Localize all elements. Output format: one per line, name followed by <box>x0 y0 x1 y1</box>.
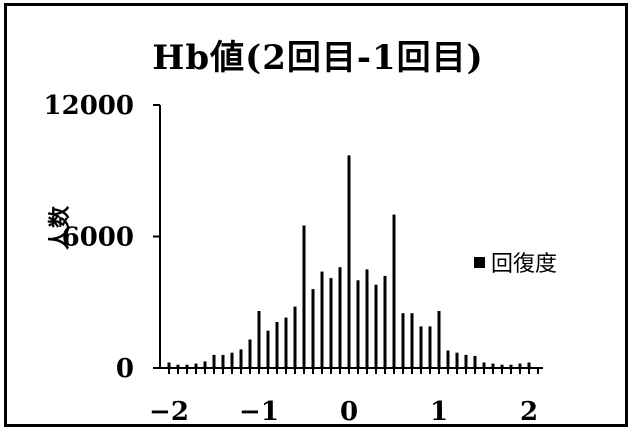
bar <box>266 330 270 368</box>
bar <box>338 267 342 368</box>
bar <box>347 155 351 368</box>
x-tick-label: −1 <box>239 397 279 427</box>
bar <box>374 284 378 368</box>
bar <box>185 364 189 368</box>
legend-label: 回復度 <box>491 252 558 277</box>
bar <box>194 363 198 368</box>
bar <box>248 339 252 368</box>
bar <box>203 361 207 368</box>
y-tick-label: 6000 <box>62 223 134 253</box>
bar <box>437 311 441 368</box>
bar <box>392 214 396 368</box>
bar <box>239 349 243 368</box>
bar <box>518 363 522 368</box>
bar <box>383 275 387 368</box>
bar <box>446 350 450 368</box>
y-tick-label: 12000 <box>44 91 134 121</box>
bar <box>500 364 504 368</box>
x-tick-label: 1 <box>430 397 448 427</box>
legend: 回復度 <box>474 246 557 278</box>
bar <box>284 317 288 368</box>
bar <box>302 225 306 368</box>
bar <box>257 311 261 368</box>
bar <box>212 354 216 368</box>
bar <box>527 362 531 368</box>
chart-title: Hb値(2回目-1回目) <box>152 38 484 78</box>
bar <box>455 352 459 368</box>
bar <box>428 326 432 368</box>
bar <box>311 289 315 368</box>
bar <box>275 322 279 368</box>
bar <box>509 364 513 368</box>
bar <box>482 362 486 368</box>
bar <box>401 313 405 368</box>
bar <box>419 326 423 368</box>
bar <box>293 306 297 368</box>
bar <box>221 354 225 368</box>
bar <box>491 363 495 368</box>
x-tick-label: 0 <box>340 397 358 427</box>
bar <box>329 278 333 368</box>
legend-swatch <box>474 256 485 268</box>
bar <box>410 313 414 368</box>
bar <box>167 362 171 368</box>
y-tick-label: 0 <box>116 354 134 384</box>
bar <box>365 269 369 368</box>
chart-frame <box>4 3 628 427</box>
bar <box>230 352 234 368</box>
bar <box>464 354 468 368</box>
bar <box>176 364 180 368</box>
x-tick-label: 2 <box>520 397 538 427</box>
bar <box>473 355 477 368</box>
bar <box>356 280 360 368</box>
x-tick-label: −2 <box>149 397 189 427</box>
bar <box>320 271 324 368</box>
